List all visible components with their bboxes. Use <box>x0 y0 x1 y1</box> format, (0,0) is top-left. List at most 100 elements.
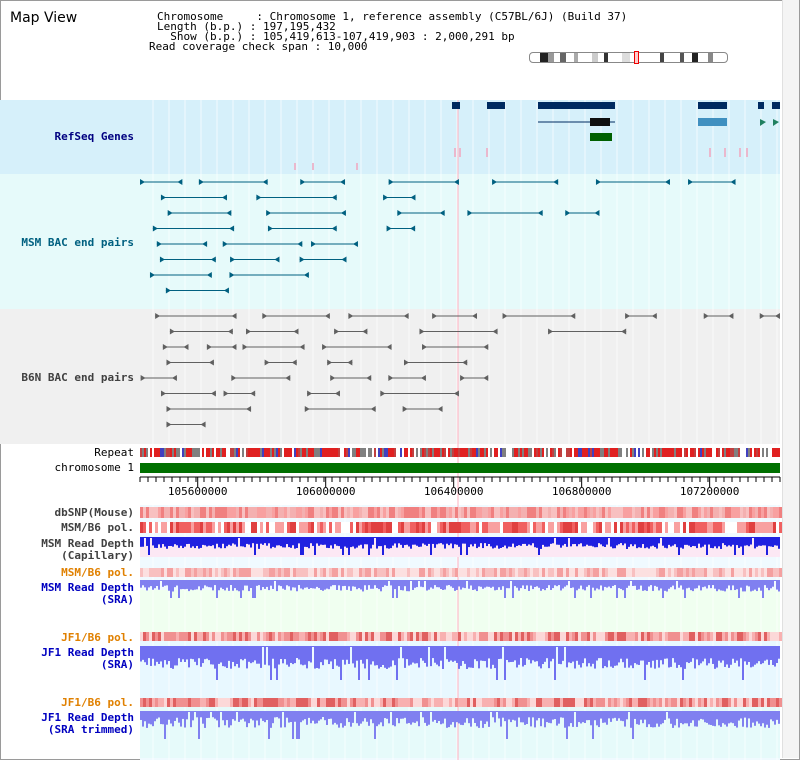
jf1-pol-label: JF1/B6 pol. <box>61 631 134 644</box>
jf1-trim-bar <box>734 711 736 726</box>
jf1-trim-bar <box>218 711 220 728</box>
jf1-depth-bar <box>490 646 492 669</box>
jf1-depth-bar <box>354 646 356 668</box>
msm-pol-cell <box>620 522 623 533</box>
msm-depth-sra-bar <box>220 580 222 588</box>
msm-depth-cap-bar <box>158 537 160 545</box>
msm-depth-cap-bar <box>634 537 636 545</box>
jf1-depth-bar <box>596 646 598 661</box>
dbsnp-cell <box>728 507 731 518</box>
jf1-pol-cell <box>461 632 464 641</box>
dbsnp-cell <box>581 507 584 518</box>
repeat-segment <box>720 448 722 457</box>
vertical-scrollbar[interactable] <box>782 0 799 758</box>
msm-depth-cap-bar <box>178 537 180 548</box>
chromosome-label: chromosome 1 <box>54 461 134 474</box>
msm-pol-cell <box>554 522 557 533</box>
msm-pol-sra-cell <box>296 568 299 577</box>
msm-pol-cell <box>293 522 296 533</box>
jf1-trim-bar <box>744 711 746 718</box>
jf1-depth-bar <box>356 646 358 661</box>
dbsnp-cell <box>707 507 710 518</box>
msm-pol-sra-cell <box>482 568 485 577</box>
jf1-trim-bar <box>320 711 322 720</box>
jf1-pol-trim-cell <box>266 698 269 707</box>
bac-end-mark <box>200 421 206 428</box>
msm-depth-sra-bar <box>522 580 524 586</box>
bac-end-mark <box>565 210 571 216</box>
msm-depth-cap-bar <box>426 537 428 546</box>
msm-depth-cap-bar <box>296 537 298 549</box>
dbsnp-cell <box>563 507 566 518</box>
region-marker-icon[interactable] <box>634 51 639 64</box>
msm-depth-cap-bar <box>194 537 196 549</box>
gene-block <box>452 102 460 109</box>
msm-depth-cap-bar <box>472 537 474 547</box>
msm-depth-sra-bar <box>376 580 378 589</box>
jf1-pol-cell <box>248 632 251 641</box>
repeat-segment <box>708 448 710 457</box>
repeat-segment <box>676 448 678 457</box>
dbsnp-cell <box>467 507 470 518</box>
jf1-pol-cell <box>326 632 329 641</box>
dbsnp-cell <box>479 507 482 518</box>
jf1-depth-bar <box>252 646 254 663</box>
msm-pol-cell <box>197 522 200 533</box>
jf1-pol-cell <box>203 632 206 641</box>
msm-depth-sra-bar <box>170 580 172 598</box>
bac-end-mark <box>166 359 172 366</box>
msm-depth-cap-bar <box>736 537 738 546</box>
msm-pol-sra-cell <box>212 568 215 577</box>
jf1-depth-bar <box>560 646 562 665</box>
jf1-depth-bar <box>656 646 658 660</box>
bac-end-mark <box>420 375 426 381</box>
jf1-pol-trim-cell <box>284 698 287 707</box>
jf1-trim-bar <box>552 711 554 720</box>
bac-end-mark <box>775 313 780 319</box>
jf1-depth-bar <box>746 646 748 665</box>
msm-pol-cell <box>392 522 395 533</box>
msm-depth-sra-bar <box>696 580 698 589</box>
msm-depth-sra-bar <box>208 580 210 588</box>
jf1-depth-bar <box>152 646 154 659</box>
repeat-segment <box>672 448 674 457</box>
msm-pol-cell <box>758 522 761 533</box>
jf1-depth-bar <box>412 646 414 663</box>
jf1-trim-bar <box>342 711 344 728</box>
jf1-pol-trim-cell <box>368 698 371 707</box>
repeat-segment <box>456 448 458 457</box>
jf1-pol-cell <box>764 632 767 641</box>
msm-depth-sra-bar <box>524 580 526 590</box>
bac-end-mark <box>625 313 631 319</box>
jf1-trim-bar <box>488 711 490 727</box>
msm-depth-cap-bar <box>550 537 552 544</box>
dbsnp-cell <box>443 507 446 518</box>
chromosome-ideogram-icon[interactable] <box>529 52 728 63</box>
jf1-pol-cell <box>641 632 644 641</box>
jf1-pol-trim-cell <box>335 698 338 707</box>
jf1-pol-cell <box>410 632 413 641</box>
jf1-depth-bar <box>744 646 746 662</box>
dbsnp-cell <box>353 507 356 518</box>
msm-depth-cap-bar <box>460 537 462 555</box>
msm-depth-cap-bar <box>774 537 776 546</box>
jf1-trim-bar <box>230 711 232 726</box>
bac-end-mark <box>206 272 212 278</box>
msm-depth-sra-bar <box>242 580 244 591</box>
jf1-depth-bar <box>758 646 760 662</box>
bac-end-mark <box>250 390 256 397</box>
jf1-trim-bar <box>546 711 548 723</box>
jf1-trim-bar <box>322 711 324 718</box>
jf1-pol-trim-cell <box>182 698 185 707</box>
msm-depth-sra-bar <box>188 580 190 592</box>
jf1-trim-bar <box>640 711 642 720</box>
jf1-pol-cell <box>143 632 146 641</box>
msm-pol-sra-cell <box>659 568 662 577</box>
repeat-segment <box>640 448 642 457</box>
msm-depth-sra-bar <box>182 580 184 590</box>
jf1-pol-trim-cell <box>311 698 314 707</box>
bac-end-mark <box>553 179 559 185</box>
msm-depth-cap-bar <box>272 537 274 547</box>
jf1-depth-bar <box>540 646 542 669</box>
